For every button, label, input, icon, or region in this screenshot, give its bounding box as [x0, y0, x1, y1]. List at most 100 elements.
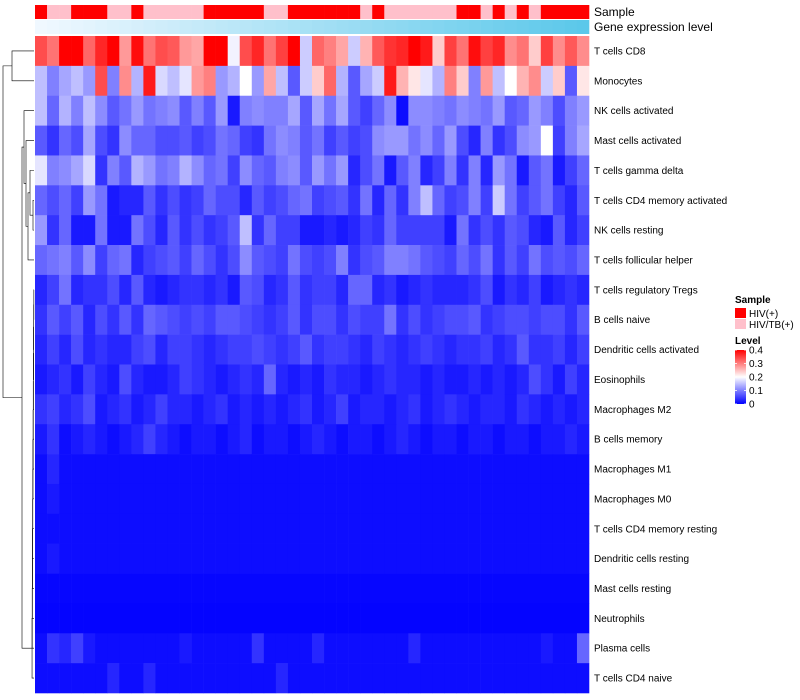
heatmap-cell: [59, 185, 72, 216]
heatmap-cell: [528, 573, 542, 604]
heatmap-cell: [299, 424, 313, 455]
heatmap-cell: [263, 215, 277, 246]
heatmap-cell: [59, 155, 72, 186]
heatmap-cell: [107, 573, 120, 604]
heatmap-cell: [432, 603, 445, 634]
heatmap-cell: [71, 513, 84, 544]
heatmap-cell: [263, 185, 277, 216]
heatmap-cell: [71, 245, 84, 276]
heatmap-cell: [312, 513, 325, 544]
heatmap-cell: [564, 364, 578, 395]
expression-annotation-cell: [528, 20, 542, 34]
heatmap-cell: [275, 274, 289, 306]
heatmap-cell: [107, 364, 120, 395]
sample-annotation-cell: [564, 5, 578, 19]
heatmap-cell: [456, 36, 469, 67]
level-tick-label: 0.1: [749, 386, 763, 397]
heatmap-cell: [191, 334, 204, 365]
heatmap-cell: [299, 603, 313, 634]
heatmap-cell: [239, 513, 253, 544]
heatmap-cell: [492, 155, 505, 186]
heatmap-cell: [83, 513, 96, 544]
heatmap-cell: [564, 513, 578, 544]
heatmap-cell: [275, 304, 289, 335]
row-label: Dendritic cells activated: [594, 345, 699, 356]
heatmap-cell: [468, 513, 481, 544]
heatmap-cell: [312, 454, 325, 485]
heatmap-cell: [408, 274, 421, 306]
heatmap-cell: [263, 95, 277, 126]
sample-annotation-cell: [167, 5, 180, 19]
heatmap-cell: [384, 394, 397, 425]
heatmap-cell: [420, 633, 433, 664]
heatmap-cell: [287, 304, 301, 335]
heatmap-cell: [564, 394, 578, 425]
heatmap-cell: [143, 215, 156, 246]
heatmap-cell: [516, 633, 530, 664]
heatmap-cell: [59, 215, 72, 246]
heatmap-cell: [107, 155, 120, 186]
heatmap-cell: [251, 543, 265, 574]
heatmap-cell: [287, 215, 301, 246]
heatmap-cell: [312, 483, 325, 515]
heatmap-cell: [324, 185, 337, 216]
heatmap-cell: [504, 424, 518, 455]
heatmap-cell: [107, 304, 120, 335]
heatmap-cell: [203, 155, 216, 186]
heatmap-cell: [215, 364, 228, 395]
heatmap-cell: [179, 424, 192, 455]
heatmap-cell: [263, 36, 277, 67]
heatmap-cell: [143, 633, 156, 664]
heatmap-cell: [516, 364, 530, 395]
heatmap-cell: [299, 364, 313, 395]
heatmap-cell: [167, 633, 180, 664]
heatmap-cell: [456, 245, 469, 276]
heatmap-cell: [227, 245, 241, 276]
heatmap-cell: [203, 513, 216, 544]
expression-annotation-cell: [227, 20, 241, 34]
heatmap-cell: [516, 483, 530, 515]
heatmap-cell: [227, 454, 241, 485]
sample-annotation-cell: [312, 5, 325, 19]
heatmap-cell: [576, 424, 590, 455]
heatmap-cell: [35, 394, 48, 425]
heatmap-cell: [47, 483, 60, 515]
heatmap-cell: [528, 364, 542, 395]
heatmap-cell: [143, 603, 156, 634]
heatmap-cell: [420, 424, 433, 455]
heatmap-cell: [528, 274, 542, 306]
heatmap-cell: [299, 543, 313, 574]
heatmap-cell: [71, 274, 84, 306]
heatmap-cell: [552, 304, 566, 335]
heatmap-cell: [203, 573, 216, 604]
heatmap-cell: [203, 424, 216, 455]
heatmap-cell: [492, 603, 505, 634]
heatmap-cell: [83, 603, 96, 634]
heatmap-cell: [396, 603, 409, 634]
heatmap-cell: [239, 215, 253, 246]
heatmap-cell: [336, 633, 349, 664]
heatmap-cell: [167, 304, 180, 335]
heatmap-cell: [444, 304, 457, 335]
heatmap-cell: [83, 334, 96, 365]
row-label: T cells CD4 memory activated: [594, 196, 727, 207]
heatmap-cell: [444, 543, 457, 574]
sample-annotation-cell: [360, 5, 373, 19]
heatmap-cell: [263, 245, 277, 276]
dendrogram-branch: [23, 110, 34, 184]
heatmap-cell: [263, 274, 277, 306]
heatmap-cell: [35, 274, 48, 306]
row-label: Monocytes: [594, 76, 642, 87]
level-ticks: 0.4 0.3 0.2 0.1 0: [735, 346, 763, 411]
heatmap-cell: [348, 36, 361, 67]
heatmap-cell: [59, 334, 72, 365]
sample-annotation-bar: [35, 5, 590, 19]
heatmap-cell: [239, 394, 253, 425]
heatmap-cell: [480, 215, 493, 246]
heatmap-cell: [432, 215, 445, 246]
heatmap-cell: [348, 633, 361, 664]
heatmap-cell: [107, 65, 120, 97]
heatmap-cell: [564, 424, 578, 455]
heatmap-cell: [504, 215, 518, 246]
